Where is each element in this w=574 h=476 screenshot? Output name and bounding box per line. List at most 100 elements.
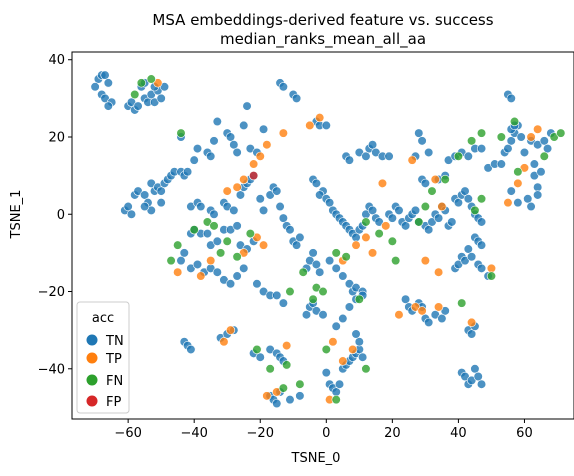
- point-tn-55: [414, 128, 424, 138]
- point-tn-305: [476, 379, 487, 389]
- legend-label-tn: TN: [105, 334, 124, 349]
- point-tp-19: [367, 248, 378, 258]
- point-fn-22: [391, 256, 401, 266]
- point-tp-14: [258, 240, 269, 250]
- point-tp-32: [533, 124, 543, 134]
- point-tn-173: [367, 205, 378, 215]
- point-tp-44: [417, 306, 427, 316]
- point-tn-131: [212, 236, 222, 246]
- point-tn-106: [156, 198, 166, 208]
- point-tp-28: [503, 198, 513, 208]
- point-fn-19: [361, 217, 371, 227]
- x-tick-label-6: 60: [516, 426, 533, 441]
- point-tn-258: [331, 387, 341, 397]
- point-tn-29: [212, 116, 222, 127]
- point-tp-9: [222, 186, 232, 196]
- point-tn-12: [133, 101, 143, 111]
- point-tp-2: [315, 113, 325, 123]
- point-tn-297: [467, 329, 477, 339]
- x-tick-label-5: 40: [450, 426, 467, 441]
- legend: acc TN TP FN FP: [76, 301, 130, 414]
- point-tp-33: [225, 325, 236, 335]
- point-tn-27: [206, 151, 216, 161]
- point-tn-149: [278, 213, 288, 223]
- point-tn-198: [460, 186, 470, 196]
- point-tp-17: [351, 240, 361, 250]
- point-tn-207: [463, 244, 473, 254]
- point-tn-215: [212, 267, 222, 277]
- point-tn-8: [103, 101, 113, 111]
- data-points: [90, 70, 566, 409]
- point-fn-48: [476, 194, 487, 204]
- point-fn-28: [467, 136, 477, 146]
- point-tn-199: [463, 194, 473, 204]
- point-tn-71: [496, 159, 506, 169]
- legend-marker-fn: [86, 374, 98, 386]
- point-tn-94: [526, 201, 536, 212]
- point-tn-223: [272, 290, 282, 300]
- point-tn-267: [354, 337, 364, 347]
- point-tn-210: [179, 248, 189, 258]
- point-tn-220: [252, 279, 262, 289]
- point-tn-148: [275, 201, 285, 212]
- point-tn-99: [140, 190, 150, 200]
- point-tn-83: [542, 143, 553, 154]
- point-fn-40: [282, 360, 292, 370]
- point-tn-40: [278, 82, 288, 92]
- point-tn-144: [258, 205, 269, 215]
- point-tn-113: [182, 167, 193, 177]
- x-tick-label-4: 20: [384, 426, 401, 441]
- point-fn-25: [427, 186, 437, 196]
- y-tick-label-1: −20: [38, 285, 65, 300]
- point-tn-34: [239, 120, 249, 130]
- point-tn-60: [420, 178, 430, 188]
- point-tp-10: [206, 256, 216, 266]
- point-tn-58: [424, 147, 434, 158]
- point-tn-93: [523, 194, 533, 204]
- point-tn-253: [285, 395, 295, 405]
- point-tp-4: [262, 140, 272, 150]
- point-tn-91: [536, 167, 546, 177]
- point-tn-86: [506, 93, 516, 103]
- point-tn-92: [533, 190, 543, 200]
- point-tn-292: [467, 252, 477, 262]
- point-tn-153: [291, 240, 302, 250]
- point-tn-276: [344, 302, 355, 312]
- y-tick-label-3: 20: [48, 130, 65, 145]
- point-tn-231: [331, 263, 341, 273]
- point-tn-115: [123, 201, 133, 212]
- point-tn-217: [225, 279, 236, 289]
- point-fn-37: [166, 256, 176, 266]
- point-tn-56: [417, 136, 427, 146]
- point-tn-229: [315, 267, 325, 277]
- point-tn-147: [272, 186, 282, 196]
- point-fn-44: [331, 395, 341, 405]
- x-axis-ticks: −60 −40 −20 0 20 40 60: [114, 419, 533, 441]
- point-tn-218: [232, 271, 242, 281]
- point-tn-224: [278, 298, 288, 308]
- point-fn-42: [295, 379, 305, 389]
- point-tn-88: [529, 159, 539, 169]
- point-fn-0: [130, 89, 140, 100]
- point-fn-43: [321, 344, 331, 355]
- point-tp-41: [262, 391, 272, 401]
- point-tn-228: [311, 259, 321, 270]
- point-fn-1: [136, 78, 146, 88]
- point-fn-7: [222, 236, 232, 246]
- point-fn-45: [361, 364, 371, 374]
- point-fn-38: [252, 344, 262, 355]
- point-tp-18: [361, 232, 371, 243]
- point-tn-125: [229, 205, 239, 215]
- point-tn-134: [232, 221, 242, 231]
- point-fn-16: [331, 248, 341, 258]
- point-fn-17: [341, 252, 351, 262]
- point-tn-116: [126, 209, 137, 219]
- point-tn-187: [424, 225, 434, 235]
- point-fn-9: [232, 252, 242, 262]
- point-fn-3: [176, 128, 186, 138]
- point-fn-6: [209, 221, 219, 231]
- point-tn-103: [156, 186, 166, 196]
- x-tick-label-0: −60: [114, 426, 141, 441]
- point-tn-31: [225, 132, 236, 142]
- point-tp-5: [255, 151, 265, 161]
